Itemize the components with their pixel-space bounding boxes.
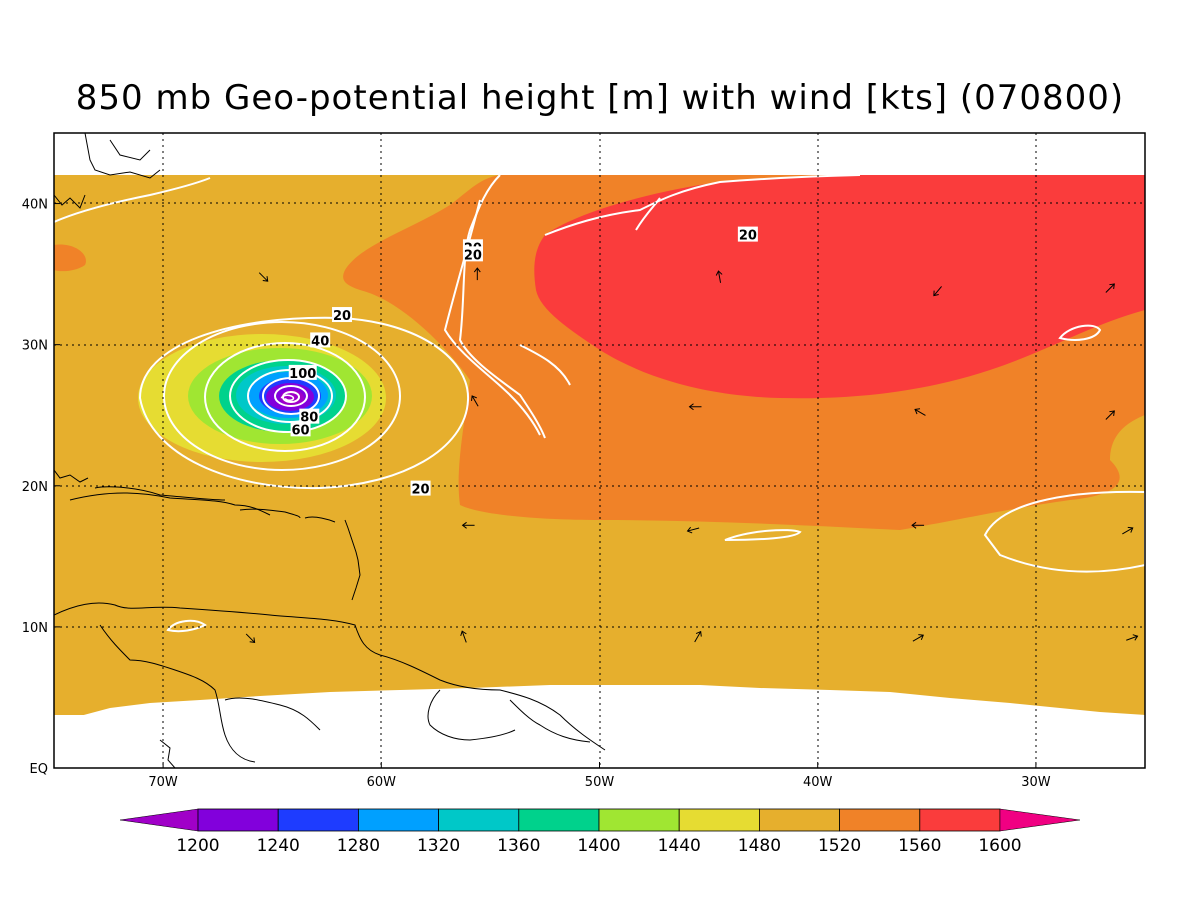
storm-fill: [138, 334, 386, 462]
lon-tick-label: 60W: [367, 775, 397, 790]
contour-label: 20: [333, 309, 351, 324]
wind-arrow: [1122, 526, 1134, 535]
fill-1600: [534, 175, 1145, 399]
lon-tick-label: 50W: [585, 775, 615, 790]
contour-label: 100: [289, 367, 316, 382]
wind-arrow: [473, 267, 481, 281]
lon-tick-label: 40W: [803, 775, 833, 790]
wind-contours: [54, 174, 1145, 633]
wind-arrow: [686, 526, 700, 534]
wind-arrow: [1105, 283, 1115, 293]
lat-tick-label: 10N: [22, 621, 48, 636]
colorbar-box: [197, 808, 279, 832]
colorbar-label: 1200: [176, 836, 219, 856]
contour-label: 60: [292, 423, 310, 438]
undefined-region: [54, 685, 1145, 768]
wind-arrow: [911, 521, 925, 529]
wind-arrow: [914, 408, 926, 416]
colorbar-box: [277, 808, 359, 832]
page-title: 850 mb Geo-potential height [m] with win…: [75, 78, 1125, 118]
wind-arrow: [715, 270, 723, 283]
colorbar-label: 1560: [898, 836, 941, 856]
fill-1560-west: [54, 244, 86, 272]
contour-label-bg: [299, 408, 320, 424]
wind-arrow: [461, 521, 475, 529]
colorbar-box: [357, 808, 439, 832]
colorbar-label: 1440: [658, 836, 701, 856]
storm-center-marker: [280, 394, 295, 402]
contour-label-bg: [332, 307, 353, 323]
wind-arrow: [1105, 410, 1115, 420]
colorbar-label: 1480: [738, 836, 781, 856]
wind-arrow: [245, 633, 256, 644]
wind-arrow: [694, 630, 702, 643]
contour-label-bg: [288, 364, 317, 380]
wind-arrow: [912, 634, 924, 642]
wind-arrow: [471, 395, 479, 407]
wind-arrow: [688, 403, 702, 411]
colorbar-label: 1520: [818, 836, 861, 856]
lon-tick-label: 30W: [1021, 775, 1051, 790]
wind-arrow: [460, 630, 467, 643]
contour-label-bg: [462, 246, 483, 262]
colorbar-label: 1400: [577, 836, 620, 856]
colorbar: 1200 1240 1280 1320 1360 1400 1440 1480 1520 1560…: [119, 808, 1081, 856]
lon-tick-label: 70W: [148, 775, 178, 790]
wind-arrow: [933, 286, 942, 297]
colorbar-label: 1320: [417, 836, 460, 856]
plot-area: 2040100806020202020: [54, 133, 1145, 768]
colorbar-box: [839, 808, 921, 832]
colorbar-high-arrow: [999, 808, 1081, 832]
coastlines: [54, 133, 606, 768]
lat-tick-label: EQ: [30, 762, 48, 777]
contour-label-bg: [310, 332, 331, 348]
colorbar-label: 1240: [257, 836, 300, 856]
contour-label-bg: [290, 421, 311, 437]
wind-arrows: [245, 267, 1139, 644]
colorbar-box: [438, 808, 520, 832]
grid-lines: [54, 133, 1145, 768]
contour-label: 20: [412, 483, 430, 498]
contour-label: 40: [311, 334, 329, 349]
colorbar-label: 1360: [497, 836, 540, 856]
contour-label: 20: [739, 229, 757, 244]
lat-axis: 40N 30N 20N 10N EQ: [22, 198, 60, 777]
contour-label-bg: [410, 480, 431, 496]
wind-arrow: [1126, 634, 1139, 641]
colorbar-box: [919, 808, 1001, 832]
colorbar-box: [598, 808, 680, 832]
colorbar-label: 1280: [337, 836, 380, 856]
lon-axis: 70W 60W 50W 40W 30W: [148, 762, 1051, 790]
contour-label-bg: [737, 226, 758, 242]
contour-labels: 2040100806020202020: [288, 226, 758, 498]
colorbar-low-arrow: [119, 808, 199, 832]
wind-arrow: [258, 272, 269, 282]
colorbar-label: 1600: [978, 836, 1021, 856]
lat-tick-label: 30N: [22, 339, 48, 354]
lat-tick-label: 40N: [22, 198, 48, 213]
lat-tick-label: 20N: [22, 480, 48, 495]
colorbar-box: [678, 808, 760, 832]
colorbar-box: [518, 808, 600, 832]
contour-label: 20: [464, 248, 482, 263]
colorbar-box: [759, 808, 841, 832]
